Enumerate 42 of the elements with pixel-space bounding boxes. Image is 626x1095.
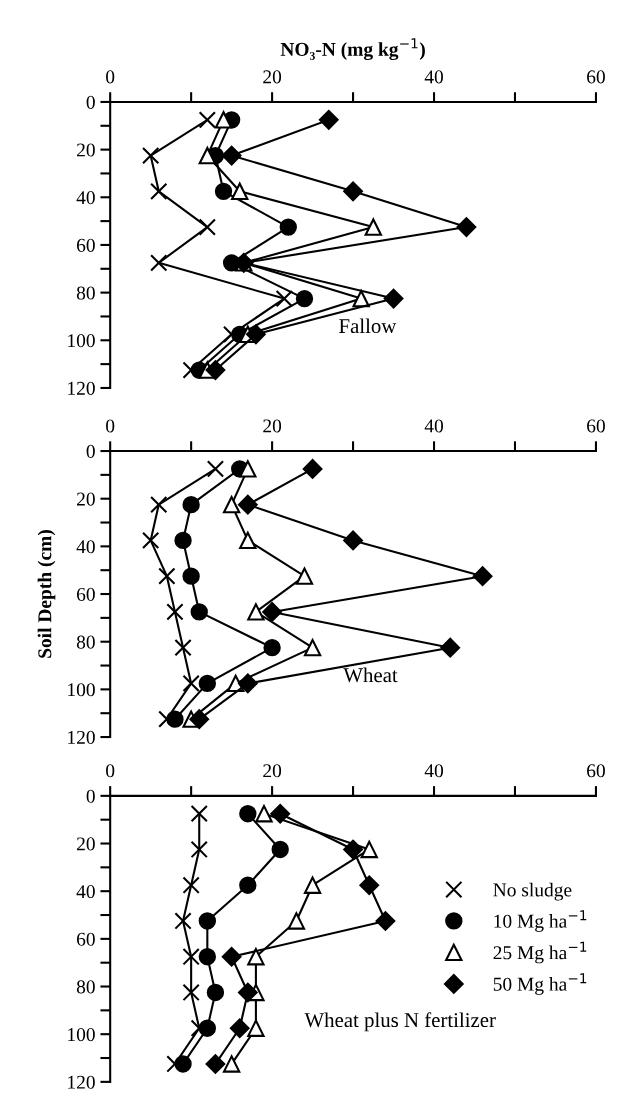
x-tick-label: 0 xyxy=(106,764,115,778)
legend-label: 25 Mg ha$^{−1}$ xyxy=(493,941,587,964)
y-tick-label: 100 xyxy=(68,1028,95,1042)
y-tick-label: 0 xyxy=(86,95,95,109)
x-tick-label: 20 xyxy=(263,419,282,433)
x-tick-label: 40 xyxy=(424,419,444,433)
y-tick-label: 80 xyxy=(76,980,95,994)
x-tick-label: 60 xyxy=(587,764,605,778)
y-tick-label: 120 xyxy=(68,1075,95,1089)
annotation: Wheat xyxy=(343,667,398,683)
y-tick-label: 100 xyxy=(68,334,95,348)
y-tick-label: 60 xyxy=(76,932,95,946)
y-tick-label: 20 xyxy=(77,837,95,851)
x-tick-label: 40 xyxy=(424,70,444,84)
legend-label: 10 Mg ha$^{−1}$ xyxy=(494,910,587,932)
annotation: Fallow xyxy=(339,318,397,334)
y-tick-label: 40 xyxy=(76,540,95,554)
x-axis-title: NO₃-N (mg kg$^{−1}$) xyxy=(280,38,425,60)
y-tick-label: 20 xyxy=(77,492,95,506)
x-tick-label: 20 xyxy=(263,764,282,778)
y-tick-label: 60 xyxy=(76,238,95,252)
y-tick-label: 60 xyxy=(76,587,95,601)
x-tick-label: 40 xyxy=(424,764,444,778)
x-tick-label: 0 xyxy=(106,419,115,433)
x-tick-label: 60 xyxy=(587,70,605,84)
x-tick-label: 0 xyxy=(106,70,115,84)
y-tick-label: 0 xyxy=(86,789,95,803)
y-tick-label: 80 xyxy=(76,286,95,300)
y-tick-label: 40 xyxy=(76,885,95,899)
x-tick-label: 20 xyxy=(263,70,282,84)
y-tick-label: 120 xyxy=(68,381,95,395)
x-tick-label: 60 xyxy=(587,419,605,433)
y-tick-label: 80 xyxy=(76,635,95,649)
annotation: Wheat plus N fertilizer xyxy=(304,1012,496,1032)
y-tick-label: 0 xyxy=(86,444,95,458)
y-tick-label: 20 xyxy=(77,143,95,157)
y-tick-label: 120 xyxy=(68,730,95,744)
legend-label: 50 Mg ha$^{−1}$ xyxy=(493,973,587,995)
y-tick-label: 100 xyxy=(68,683,95,697)
y-axis-title: Soil Depth (cm) xyxy=(37,530,56,658)
y-tick-label: 40 xyxy=(76,191,95,205)
legend-label: No sludge xyxy=(493,882,572,901)
